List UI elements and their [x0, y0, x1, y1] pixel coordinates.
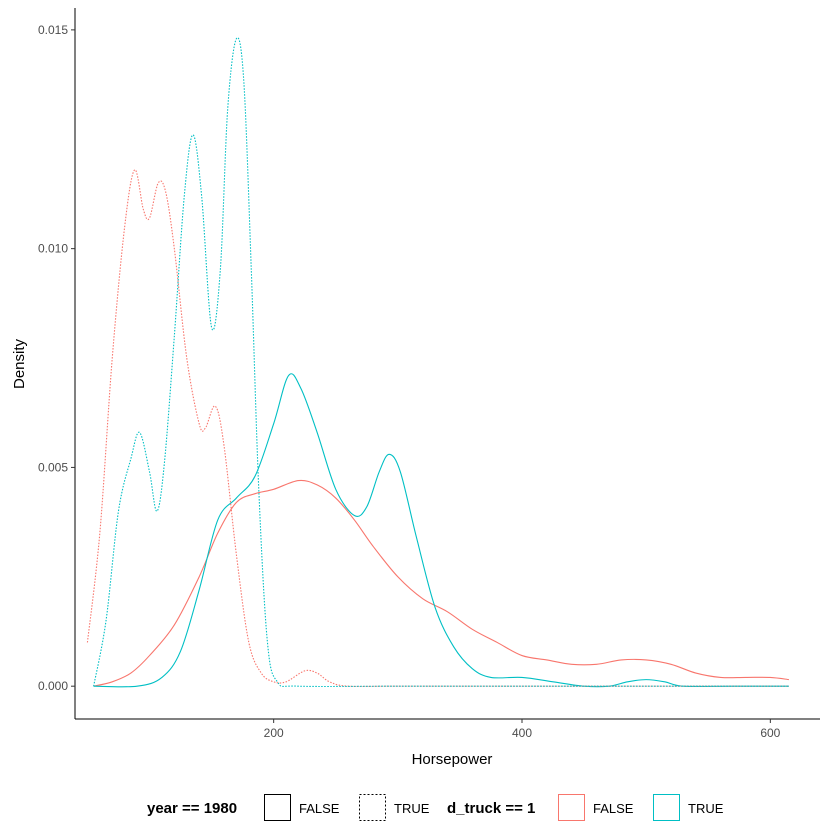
- x-axis-title: Horsepower: [412, 751, 493, 768]
- legend-key-background: [359, 794, 386, 821]
- legend-key-swatch: [558, 794, 585, 821]
- legend-key-background: [264, 794, 291, 821]
- x-tick-label: 400: [512, 726, 532, 740]
- density-line-year1980-truck: [93, 37, 789, 688]
- legend-key-background: [653, 794, 680, 821]
- y-tick-label: 0.015: [38, 23, 68, 37]
- series-layer: [86, 37, 790, 688]
- y-ticks: 0.000 0.005 0.010 0.015: [38, 23, 75, 693]
- x-tick-label: 600: [760, 726, 780, 740]
- legend-label: FALSE: [299, 801, 340, 816]
- legend-key: [558, 794, 585, 821]
- x-tick-label: 200: [264, 726, 284, 740]
- y-tick-label: 0.010: [38, 242, 68, 256]
- y-axis-title: Density: [11, 338, 28, 389]
- legend: year == 1980 FALSE TRUE d_truck == 1 FALSE TR…: [147, 794, 724, 821]
- legend-key-swatch: [359, 794, 386, 821]
- legend-key: [264, 794, 291, 821]
- legend-label: TRUE: [688, 801, 724, 816]
- y-tick-label: 0.000: [38, 679, 68, 693]
- density-line-year1980-non-truck: [86, 169, 789, 688]
- legend-key: [359, 794, 386, 821]
- legend-key-background: [558, 794, 585, 821]
- legend-label: FALSE: [593, 801, 634, 816]
- legend-label: TRUE: [394, 801, 430, 816]
- density-line-other-years-truck: [93, 373, 789, 688]
- legend-title: year == 1980: [147, 800, 237, 817]
- legend-key-swatch: [653, 794, 680, 821]
- legend-title: d_truck == 1: [447, 800, 535, 817]
- x-ticks: 200 400 600: [264, 719, 781, 740]
- plot-area: 200 400 600 0.000 0.005 0.010 0.015: [38, 8, 820, 740]
- y-tick-label: 0.005: [38, 460, 68, 474]
- density-line-other-years-non-truck: [93, 479, 790, 687]
- legend-key: [653, 794, 680, 821]
- legend-key-swatch: [264, 794, 291, 821]
